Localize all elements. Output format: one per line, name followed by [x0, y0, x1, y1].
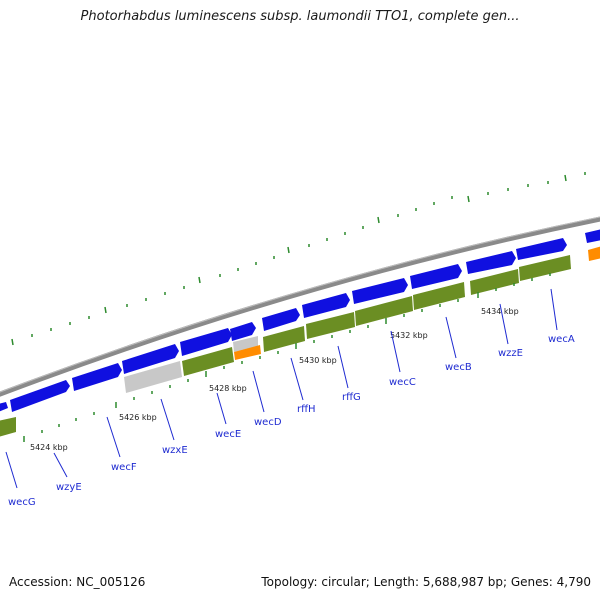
leader-wzzE	[499, 303, 509, 345]
cds-arrow	[122, 344, 179, 374]
leader-wecE	[216, 392, 227, 425]
tick-major	[377, 216, 380, 224]
cds-arrow	[0, 402, 8, 412]
outer-tick-row	[11, 172, 586, 346]
inner-tick-row	[23, 273, 551, 442]
cds-arrow	[72, 363, 122, 391]
kbp-label: 5430 kbp	[299, 356, 337, 365]
feature-block-green	[306, 312, 355, 339]
gene-label-wzzE: wzzE	[498, 348, 523, 359]
accession-label: Accession: NC_005126	[9, 575, 146, 589]
kbp-label: 5434 kbp	[481, 307, 519, 316]
gene-label-wecB: wecB	[445, 362, 472, 373]
tick-major	[564, 174, 567, 182]
feature-block-green	[182, 347, 234, 376]
cds-arrow	[180, 328, 232, 356]
gene-label-wecG: wecG	[8, 497, 36, 508]
cds-arrow	[516, 238, 567, 260]
genome-summary: Topology: circular; Length: 5,688,987 bp…	[261, 575, 591, 589]
leader-wzyE	[53, 452, 68, 478]
cds-arrow	[230, 322, 256, 341]
leader-wecG	[5, 451, 18, 489]
leader-rffH	[290, 357, 304, 401]
kbp-label: 5432 kbp	[390, 331, 428, 340]
feature-block-green	[519, 255, 571, 281]
tick-major	[104, 306, 107, 314]
cds-arrow	[10, 380, 70, 412]
feature-track	[0, 246, 600, 437]
gene-label-rffG: rffG	[342, 392, 361, 403]
gene-leader-lines	[5, 288, 558, 489]
leader-wecC	[390, 330, 401, 373]
gene-label-wzxE: wzxE	[162, 445, 188, 456]
leader-wecD	[252, 370, 265, 413]
leader-rffG	[337, 345, 349, 389]
genome-backbone	[0, 216, 600, 397]
leader-wecB	[445, 316, 457, 359]
leader-wecA	[550, 288, 558, 331]
cds-arrow	[585, 229, 600, 243]
cds-arrow	[466, 251, 516, 274]
kbp-label: 5426 kbp	[119, 413, 157, 422]
gene-label-rffH: rffH	[297, 404, 316, 415]
gene-label-wecC: wecC	[389, 377, 416, 388]
tick-major	[467, 195, 470, 203]
cds-track	[0, 229, 600, 412]
feature-block-green	[0, 417, 16, 437]
feature-block-orange	[588, 246, 600, 261]
leader-wecF	[106, 416, 121, 458]
cds-arrow	[262, 308, 300, 331]
gene-label-wecF: wecF	[111, 462, 137, 473]
feature-block-green	[413, 282, 465, 310]
kbp-label: 5424 kbp	[30, 443, 68, 452]
feature-block-green	[470, 269, 519, 295]
map-title: Photorhabdus luminescens subsp. laumondi…	[80, 9, 520, 24]
cds-arrow	[410, 264, 462, 289]
gene-label-wecE: wecE	[215, 429, 241, 440]
gene-label-wecA: wecA	[548, 334, 575, 345]
feature-block-green	[263, 326, 305, 352]
tick-major	[287, 246, 290, 254]
kbp-label: 5428 kbp	[209, 384, 247, 393]
cds-arrow	[302, 293, 350, 318]
feature-block-green	[355, 296, 413, 326]
feature-block-orange	[234, 345, 261, 360]
cds-arrow	[352, 278, 408, 304]
feature-block-gray	[124, 361, 182, 393]
feature-block-gray	[233, 336, 258, 352]
tick-major	[198, 276, 201, 284]
gene-label-wzyE: wzyE	[56, 482, 82, 493]
gene-label-wecD: wecD	[254, 417, 282, 428]
tick-major	[11, 338, 14, 346]
leader-wzxE	[160, 398, 175, 441]
